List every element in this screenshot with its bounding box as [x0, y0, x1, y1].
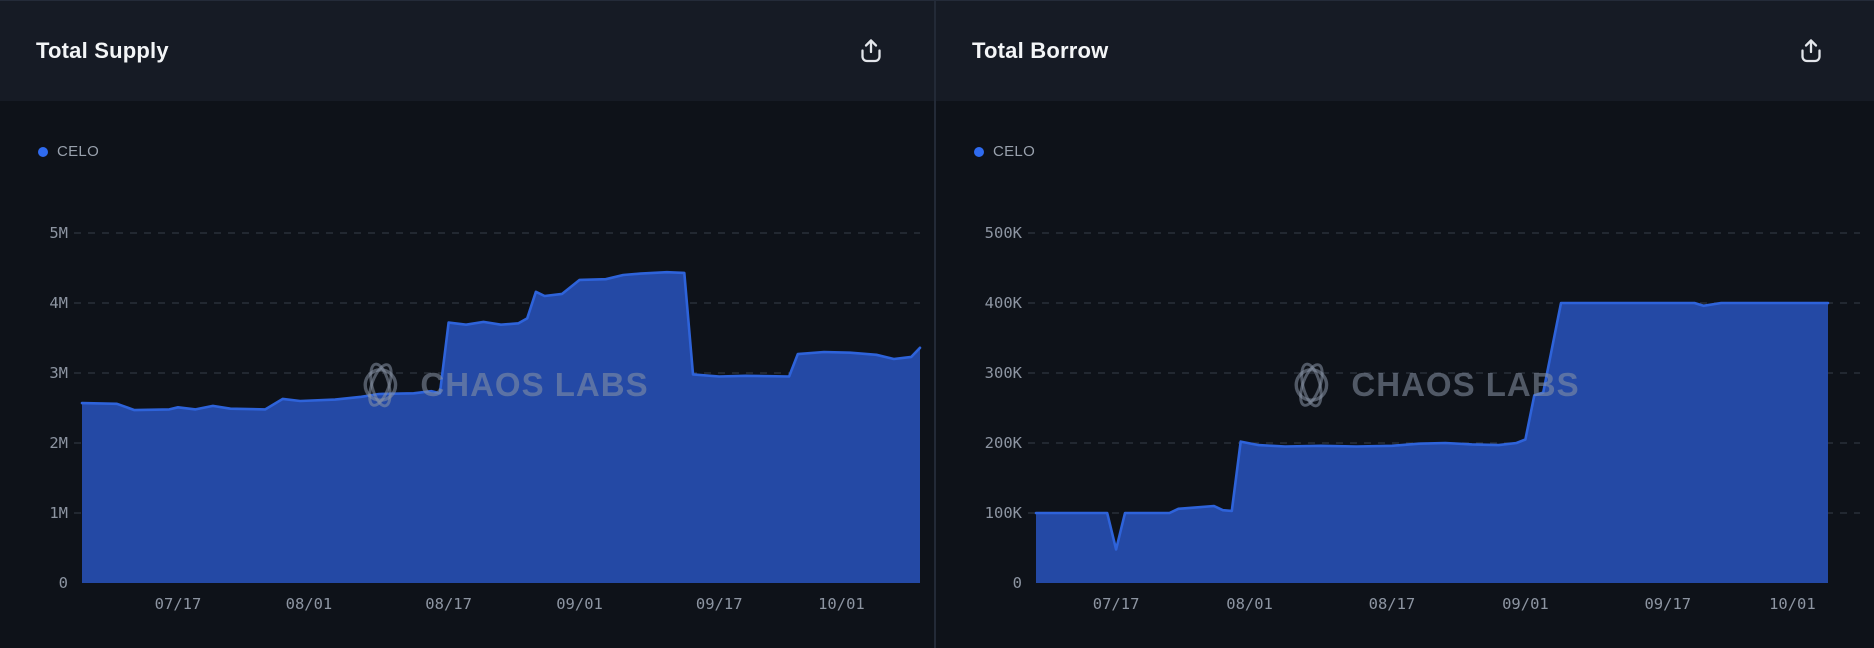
y-tick-label: 2M: [49, 434, 68, 452]
y-tick-label: 3M: [49, 364, 68, 382]
y-tick-label: 0: [59, 574, 68, 592]
y-tick-label: 100K: [985, 504, 1023, 522]
y-tick-label: 1M: [49, 504, 68, 522]
legend-label-celo: CELO: [993, 143, 1036, 160]
line-series-celo: [1034, 301, 1830, 551]
y-tick-label: 300K: [985, 364, 1023, 382]
chart-svg: 5M 4M 3M 2M 1M 0 07/17 08/01 08/17 09/01 09/17 10/0…: [49, 224, 922, 613]
total-supply-chart-area: CELO 5M 4M 3M 2M 1M 0 07/17 08/01 08/17 09/01 09/1…: [0, 101, 934, 648]
y-tick-label: 5M: [49, 224, 68, 242]
export-button[interactable]: [1792, 32, 1830, 70]
share-export-icon: [856, 36, 886, 66]
x-tick-label: 07/17: [1093, 595, 1140, 613]
x-tick-label: 09/01: [1502, 595, 1549, 613]
legend-dot-celo: [974, 146, 984, 157]
share-export-icon: [1796, 36, 1826, 66]
y-tick-label: 4M: [49, 294, 68, 312]
total-supply-header: Total Supply: [0, 1, 934, 101]
total-borrow-header: Total Borrow: [936, 1, 1874, 101]
y-tick-label: 200K: [985, 434, 1023, 452]
legend-dot-celo: [38, 146, 48, 157]
x-tick-label: 08/01: [286, 595, 333, 613]
total-borrow-panel: Total Borrow CELO 500K 400K 300K 200K 100K 0 0…: [936, 1, 1874, 648]
x-tick-label: 10/01: [1769, 595, 1816, 613]
x-tick-label: 07/17: [155, 595, 202, 613]
area-series-celo: [1036, 303, 1828, 583]
x-tick-label: 09/01: [556, 595, 603, 613]
legend: CELO: [974, 143, 1035, 160]
total-borrow-chart-area: CELO 500K 400K 300K 200K 100K 0 07/17 08/01 08/1…: [936, 101, 1874, 648]
y-tick-label: 0: [1013, 574, 1022, 592]
x-tick-label: 08/17: [425, 595, 472, 613]
legend: CELO: [38, 143, 99, 160]
export-button[interactable]: [852, 32, 890, 70]
x-tick-label: 08/01: [1226, 595, 1273, 613]
page-title-total-supply: Total Supply: [36, 38, 169, 63]
x-tick-label: 09/17: [696, 595, 743, 613]
x-tick-label: 09/17: [1644, 595, 1691, 613]
legend-label-celo: CELO: [57, 143, 100, 160]
total-supply-panel: Total Supply CELO 5M 4M 3M 2M 1M 0 07/17 08/01 0…: [0, 1, 936, 648]
x-tick-label: 08/17: [1369, 595, 1416, 613]
line-series-celo: [80, 270, 922, 412]
page-title-total-borrow: Total Borrow: [972, 38, 1109, 63]
y-tick-label: 500K: [985, 224, 1023, 242]
x-tick-label: 10/01: [818, 595, 865, 613]
area-series-celo: [82, 272, 920, 583]
y-tick-label: 400K: [985, 294, 1023, 312]
chart-svg: 500K 400K 300K 200K 100K 0 07/17 08/01 08/17 09/0…: [985, 224, 1860, 613]
